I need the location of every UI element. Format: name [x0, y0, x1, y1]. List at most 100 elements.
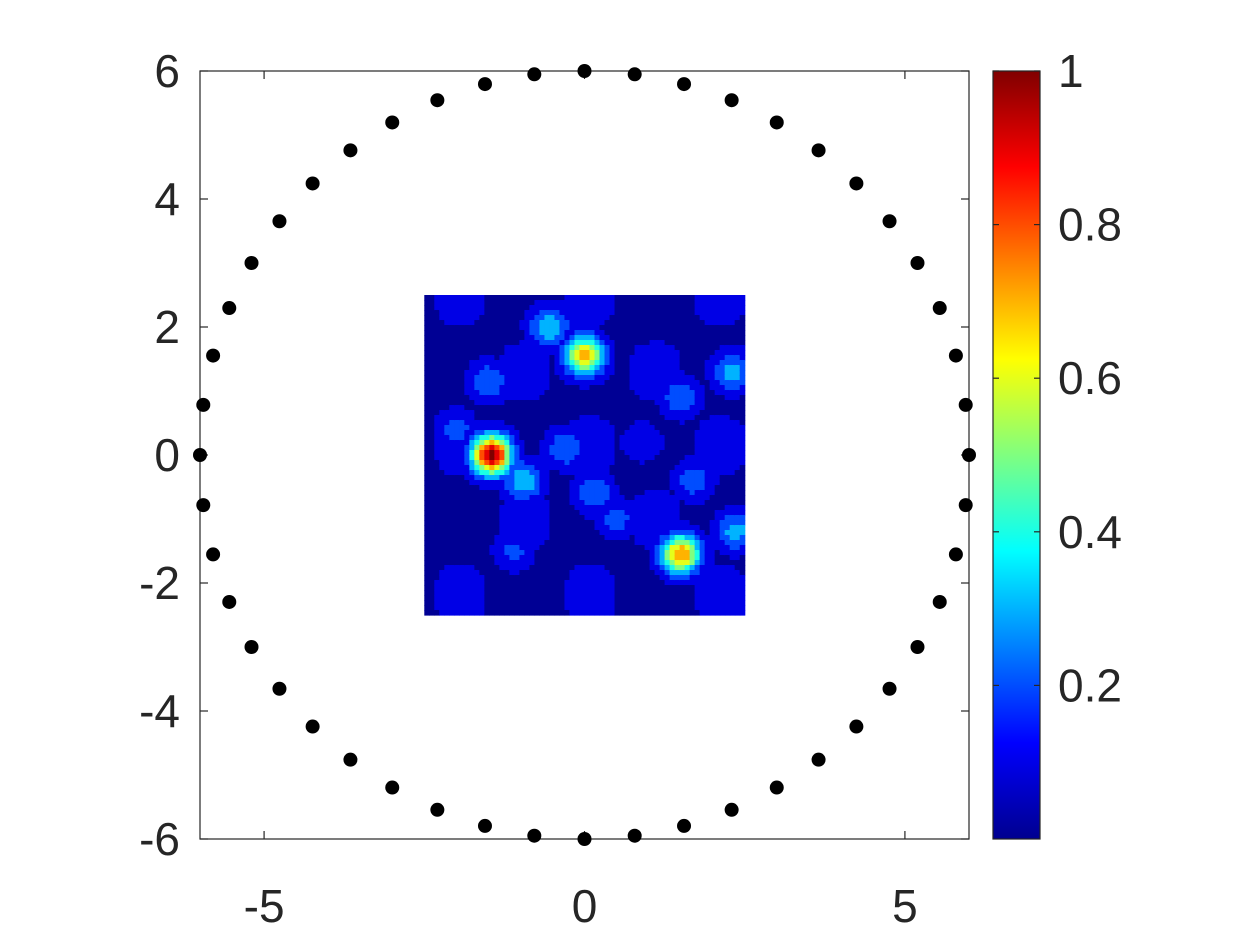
heatmap-cell	[669, 590, 676, 596]
heatmap-cell	[629, 345, 636, 351]
heatmap-cell	[654, 515, 661, 521]
heatmap-cell	[504, 590, 511, 596]
heatmap-cell	[444, 570, 450, 576]
heatmap-cell	[604, 340, 611, 346]
heatmap-cell	[619, 345, 626, 351]
heatmap-cell	[439, 415, 445, 421]
heatmap-cell	[629, 450, 636, 456]
heatmap-cell	[669, 335, 676, 341]
heatmap-cell	[599, 320, 606, 326]
heatmap-cell	[479, 350, 485, 356]
heatmap-cell	[569, 380, 576, 386]
heatmap-cell	[469, 470, 475, 476]
heatmap-cell	[559, 430, 566, 436]
heatmap-cell	[739, 525, 746, 531]
heatmap-cell	[529, 495, 536, 501]
heatmap-cell	[634, 575, 641, 581]
heatmap-cell	[484, 595, 490, 601]
heatmap-cell	[544, 350, 551, 356]
heatmap-cell	[609, 535, 616, 541]
heatmap-cell	[689, 575, 696, 581]
heatmap-cell	[589, 500, 596, 506]
heatmap-cell	[544, 425, 551, 431]
heatmap-cell	[469, 425, 475, 431]
heatmap-cell	[734, 560, 741, 566]
heatmap-cell	[599, 365, 606, 371]
heatmap-cell	[654, 450, 661, 456]
heatmap-cell	[514, 300, 521, 306]
heatmap-cell	[714, 460, 721, 466]
heatmap-cell	[424, 530, 430, 536]
heatmap-cell	[604, 610, 611, 616]
heatmap-cell	[699, 405, 706, 411]
heatmap-cell	[639, 480, 646, 486]
heatmap-cell	[599, 545, 606, 551]
heatmap-cell	[619, 315, 626, 321]
heatmap-cell	[689, 565, 696, 571]
heatmap-cell	[629, 460, 636, 466]
heatmap-cell	[444, 360, 450, 366]
heatmap-cell	[534, 380, 541, 386]
heatmap-cell	[609, 305, 616, 311]
heatmap-cell	[514, 590, 521, 596]
heatmap-cell	[509, 510, 516, 516]
heatmap-cell	[539, 540, 546, 546]
heatmap-cell	[494, 580, 500, 586]
heatmap-cell	[544, 340, 551, 346]
heatmap-cell	[464, 305, 470, 311]
heatmap-cell	[619, 490, 626, 496]
heatmap-cell	[719, 555, 726, 561]
heatmap-cell	[639, 500, 646, 506]
heatmap-cell	[559, 465, 566, 471]
heatmap-cell	[629, 605, 636, 611]
heatmap-cell	[704, 610, 711, 616]
heatmap-cell	[549, 400, 556, 406]
heatmap-cell	[689, 445, 696, 451]
heatmap-cell	[574, 540, 581, 546]
heatmap-cell	[539, 500, 546, 506]
heatmap-cell	[519, 415, 526, 421]
heatmap-cell	[704, 315, 711, 321]
heatmap-cell	[494, 460, 500, 466]
heatmap-cell	[649, 470, 656, 476]
heatmap-cell	[564, 485, 571, 491]
heatmap-cell	[614, 315, 621, 321]
heatmap-cell	[539, 390, 546, 396]
heatmap-cell	[629, 580, 636, 586]
heatmap-cell	[519, 400, 526, 406]
heatmap-cell	[544, 315, 551, 321]
heatmap-cell	[534, 535, 541, 541]
heatmap-cell	[689, 520, 696, 526]
heatmap-cell	[464, 460, 470, 466]
heatmap-cell	[719, 520, 726, 526]
heatmap-cell	[579, 435, 586, 441]
heatmap-cell	[484, 355, 490, 361]
heatmap-cell	[459, 565, 465, 571]
heatmap-cell	[454, 305, 460, 311]
heatmap-cell	[519, 570, 526, 576]
y-tick-label: -2	[139, 557, 180, 609]
heatmap-cell	[634, 600, 641, 606]
heatmap-cell	[544, 495, 551, 501]
heatmap-cell	[574, 555, 581, 561]
heatmap-cell	[689, 605, 696, 611]
heatmap-cell	[519, 495, 526, 501]
heatmap-cell	[474, 420, 480, 426]
heatmap-cell	[564, 560, 571, 566]
heatmap-cell	[429, 485, 435, 491]
heatmap-cell	[724, 300, 731, 306]
heatmap-cell	[619, 565, 626, 571]
heatmap-cell	[449, 590, 455, 596]
heatmap-cell	[544, 605, 551, 611]
heatmap-cell	[579, 505, 586, 511]
heatmap-cell	[449, 325, 455, 331]
heatmap-cell	[439, 410, 445, 416]
heatmap-cell	[599, 530, 606, 536]
heatmap-cell	[429, 510, 435, 516]
heatmap-cell	[499, 430, 505, 436]
heatmap-cell	[704, 295, 711, 301]
heatmap-cell	[669, 555, 676, 561]
heatmap-cell	[669, 560, 676, 566]
heatmap-cell	[529, 355, 536, 361]
heatmap-cell	[639, 425, 646, 431]
